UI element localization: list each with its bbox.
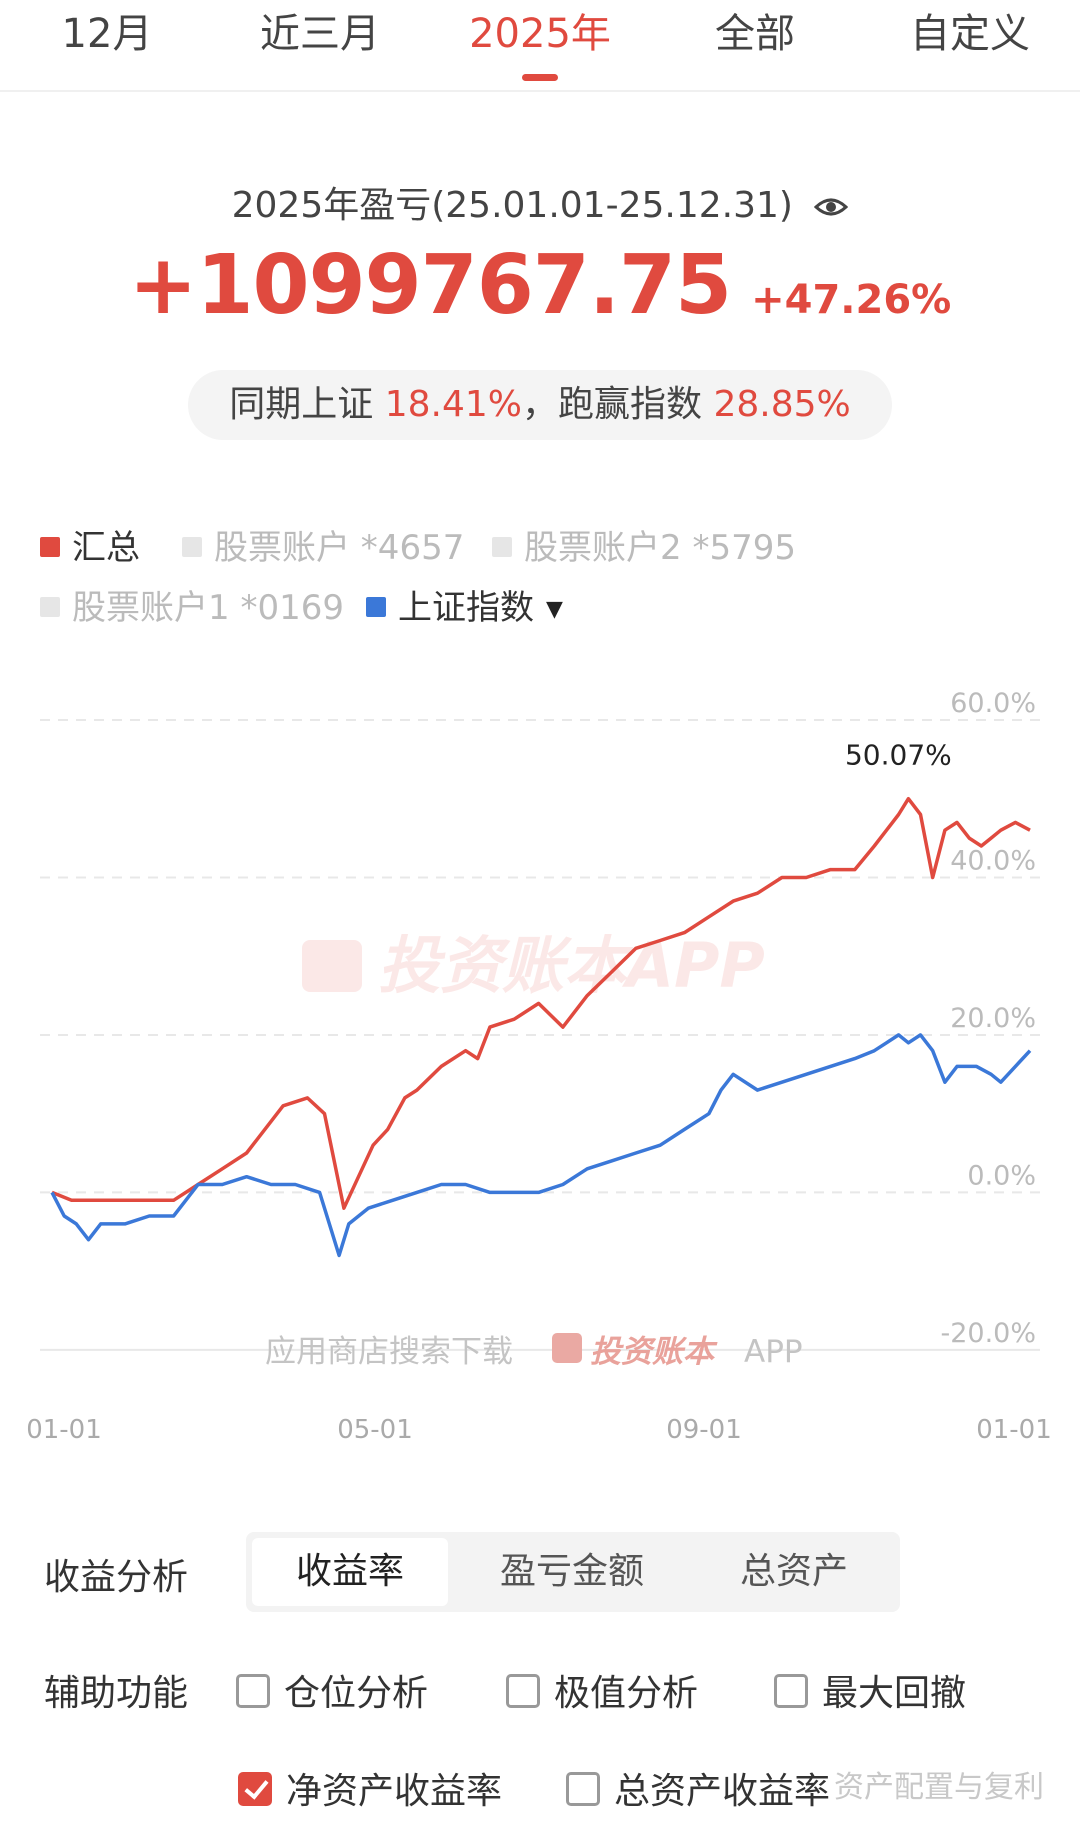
- legend-sse-index[interactable]: 上证指数 ▼: [366, 580, 563, 629]
- tab-all[interactable]: 全部: [715, 11, 795, 57]
- compare-mid: ，跑赢指数: [522, 384, 703, 425]
- tab-december[interactable]: 12月: [61, 11, 153, 57]
- legend-swatch-sse: [366, 596, 386, 617]
- segment-return-rate[interactable]: 收益率: [252, 1538, 448, 1606]
- watermark-bottom-logo-icon: [552, 1333, 582, 1363]
- legend-account-0169[interactable]: 股票账户1 *0169: [40, 580, 344, 629]
- dropdown-caret-icon: ▼: [546, 597, 563, 622]
- legend-swatch-5795: [492, 536, 512, 557]
- compare-prefix: 同期上证: [229, 384, 374, 425]
- y-tick-label: -20.0%: [940, 1318, 1036, 1349]
- return-chart: 投资账本APP 60.0%40.0%20.0%0.0%-20.0% 01-01 0…: [26, 688, 1052, 1445]
- y-tick-label: 20.0%: [950, 1003, 1036, 1034]
- legend-swatch-4657: [182, 536, 202, 557]
- period-title-text: 2025年盈亏(25.01.01-25.12.31): [231, 185, 793, 226]
- legend-label-sse: 上证指数: [398, 588, 534, 628]
- checkbox-extreme-analysis[interactable]: 极值分析: [506, 1664, 698, 1716]
- period-tabs: 12月 近三月 2025年 全部 自定义: [0, 0, 1080, 92]
- checkbox-label: 极值分析: [554, 1673, 699, 1714]
- checkbox-position-analysis[interactable]: 仓位分析: [236, 1664, 428, 1716]
- x-tick-label: 01-01: [976, 1415, 1052, 1445]
- pnl-rate: +47.26%: [751, 277, 952, 323]
- checkbox-roa[interactable]: 总资产收益率: [566, 1762, 830, 1814]
- analysis-segmented-control: 收益率 盈亏金额 总资产: [246, 1532, 900, 1612]
- pnl-row: +1099767.75 +47.26%: [0, 238, 1080, 333]
- eye-icon[interactable]: [814, 195, 849, 219]
- active-tab-indicator: [522, 74, 558, 81]
- legend-label-0169: 股票账户1 *0169: [72, 588, 344, 628]
- x-tick-label: 05-01: [337, 1415, 413, 1445]
- x-tick-label: 01-01: [26, 1415, 102, 1445]
- segment-total-assets[interactable]: 总资产: [739, 1551, 848, 1592]
- checkbox-box[interactable]: [774, 1674, 808, 1708]
- checkbox-label: 总资产收益率: [614, 1771, 831, 1812]
- series-line-sse-index: [50, 1033, 1032, 1258]
- chart-watermark-center: 投资账本APP: [302, 929, 765, 1002]
- legend-swatch-total: [40, 536, 60, 557]
- watermark-bottom-suffix: APP: [744, 1334, 803, 1370]
- chart-watermark-bottom: 应用商店搜索下载 投资账本 APP: [265, 1333, 803, 1370]
- legend-label-4657: 股票账户 *4657: [214, 528, 465, 568]
- period-title: 2025年盈亏(25.01.01-25.12.31): [0, 176, 1080, 228]
- analysis-label: 收益分析: [44, 1557, 189, 1598]
- checkbox-box[interactable]: [236, 1674, 270, 1708]
- footer-watermark: 资产配置与复利: [834, 1770, 1044, 1805]
- checkbox-roe[interactable]: 净资产收益率: [238, 1762, 502, 1814]
- legend-account-4657[interactable]: 股票账户 *4657: [182, 520, 464, 569]
- chart-grid: 60.0% 40.0% 20.0% 0.0% -20.0%: [40, 688, 1040, 1351]
- checkbox-label: 净资产收益率: [286, 1771, 503, 1812]
- watermark-center-text: 投资账本APP: [378, 929, 765, 1002]
- checkbox-label: 仓位分析: [284, 1673, 429, 1714]
- y-tick-label: 60.0%: [950, 688, 1036, 719]
- segment-pnl-amount[interactable]: 盈亏金额: [499, 1551, 644, 1592]
- outperform-value: 28.85%: [713, 384, 851, 425]
- x-axis-ticks: 01-01 05-01 09-01 01-01: [26, 1415, 1052, 1445]
- watermark-logo-icon: [302, 940, 362, 992]
- checkbox-box[interactable]: [506, 1674, 540, 1708]
- y-tick-label: 0.0%: [967, 1160, 1036, 1191]
- checkbox-max-drawdown[interactable]: 最大回撤: [774, 1664, 966, 1716]
- watermark-bottom-brand: 投资账本: [590, 1334, 718, 1370]
- tab-year-2025[interactable]: 2025年: [469, 11, 611, 57]
- aux-label: 辅助功能: [44, 1673, 189, 1714]
- legend-label-total: 汇总: [72, 528, 140, 568]
- x-tick-label: 09-01: [666, 1415, 742, 1445]
- legend-total[interactable]: 汇总: [40, 520, 140, 569]
- legend-label-5795: 股票账户2 *5795: [524, 528, 796, 568]
- tab-custom[interactable]: 自定义: [910, 11, 1030, 57]
- index-comparison: 同期上证 18.41%，跑赢指数 28.85%: [188, 370, 892, 440]
- y-tick-label: 40.0%: [950, 845, 1036, 876]
- pnl-amount: +1099767.75: [128, 238, 732, 333]
- legend-account-5795[interactable]: 股票账户2 *5795: [492, 520, 796, 569]
- peak-annotation: 50.07%: [845, 739, 952, 772]
- checkbox-box-checked[interactable]: [238, 1772, 272, 1806]
- checkbox-label: 最大回撤: [822, 1673, 967, 1714]
- index-return: 18.41%: [384, 384, 522, 425]
- legend-swatch-0169: [40, 596, 60, 617]
- checkbox-box[interactable]: [566, 1772, 600, 1806]
- watermark-bottom-prefix: 应用商店搜索下载: [265, 1334, 513, 1370]
- chart-series: [50, 796, 1032, 1258]
- series-line-total: [51, 796, 1031, 1210]
- tab-last-three-months[interactable]: 近三月: [260, 11, 380, 57]
